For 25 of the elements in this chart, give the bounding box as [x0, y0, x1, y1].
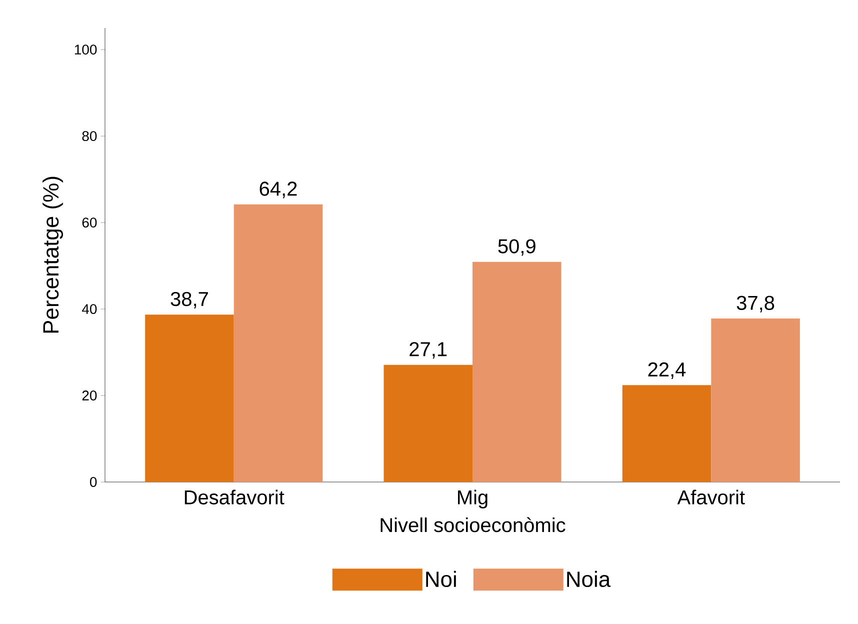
- bar: [384, 364, 473, 482]
- bar: [472, 262, 562, 482]
- y-tick-label: 40: [82, 304, 97, 314]
- y-tick-label: 60: [82, 218, 97, 228]
- x-tick-label: Afavorit: [677, 490, 745, 504]
- legend-label: Noia: [567, 570, 611, 588]
- y-tick-label: 0: [90, 477, 97, 487]
- y-tick-label: 80: [82, 131, 97, 142]
- x-axis-title: Nivell socioeconòmic: [380, 517, 566, 532]
- bar: [234, 204, 323, 482]
- x-tick-label: Desafavorit: [184, 490, 284, 504]
- data-label: 27,1: [410, 342, 447, 359]
- data-label: 38,7: [170, 292, 208, 308]
- x-tick-label: Mig: [458, 490, 488, 508]
- bar: [711, 318, 800, 482]
- data-label: 22,4: [648, 362, 686, 379]
- bar: [622, 385, 712, 482]
- data-label: 37,8: [736, 296, 774, 312]
- y-tick-label: 20: [82, 390, 97, 400]
- y-axis-title: Percentatge (%): [42, 176, 64, 333]
- legend-label: Noi: [426, 570, 456, 588]
- bar: [145, 314, 234, 482]
- data-label: 50,9: [498, 239, 536, 256]
- y-tick-label: 100: [74, 44, 97, 55]
- data-label: 64,2: [260, 182, 297, 198]
